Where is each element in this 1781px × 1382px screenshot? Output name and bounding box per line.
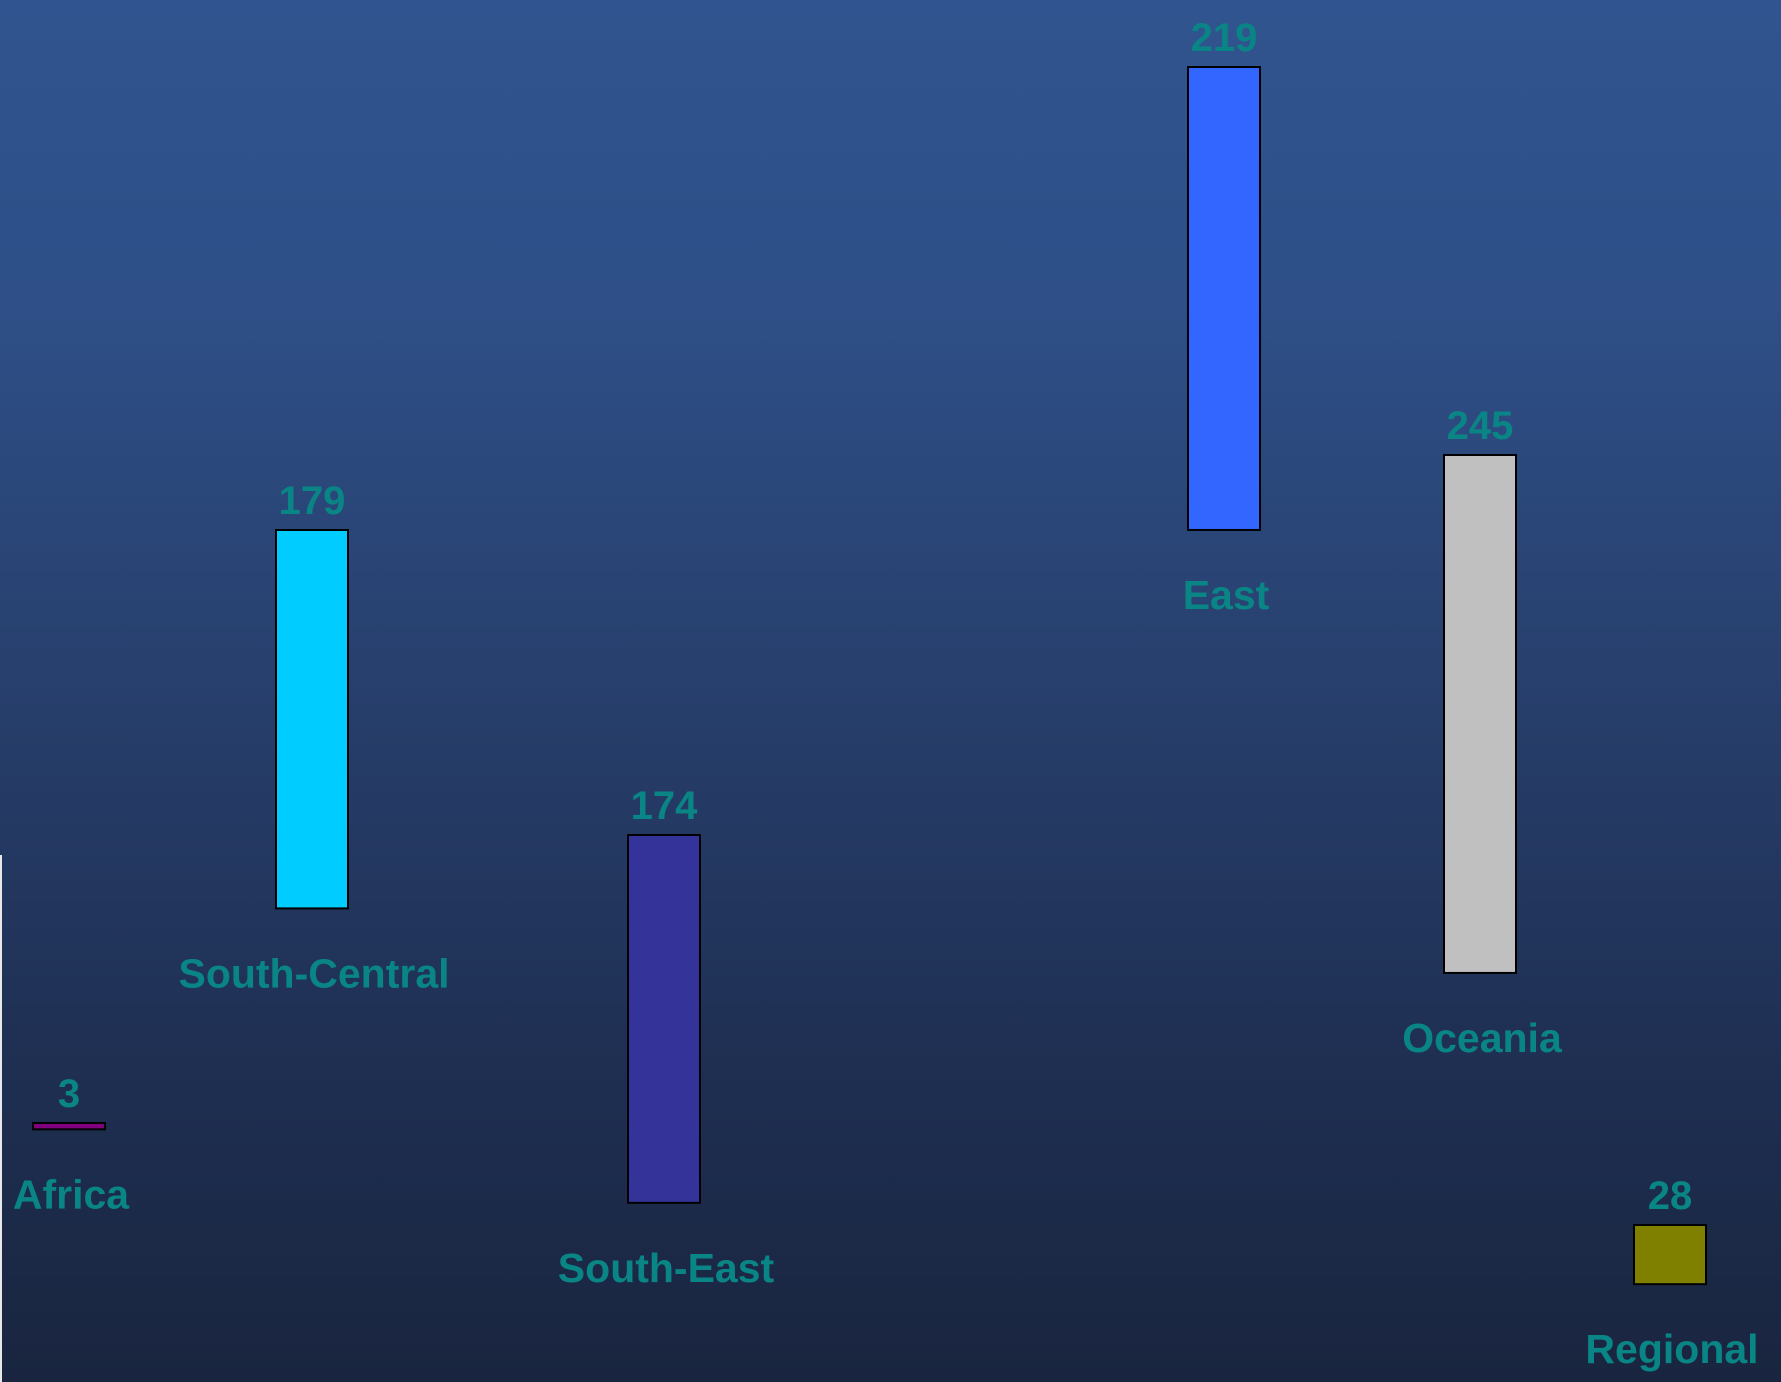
- bars-group: [32, 66, 1707, 1286]
- value-label-east: 219: [1191, 16, 1258, 60]
- bar-africa: [32, 1122, 106, 1131]
- value-label-oceania: 245: [1447, 404, 1514, 448]
- bar-east: [1187, 66, 1261, 531]
- bar-south-central: [275, 529, 349, 910]
- bar-regional: [1633, 1224, 1707, 1286]
- value-label-south-central: 179: [279, 479, 346, 523]
- bar-oceania: [1443, 454, 1517, 974]
- left-edge-strip: [0, 855, 2, 1382]
- category-labels-group: Africa South-Central South-East East Oceania…: [13, 572, 1759, 1372]
- category-label-africa: Africa: [13, 1171, 130, 1217]
- category-label-regional: Regional: [1585, 1326, 1758, 1372]
- category-label-south-east: South-East: [558, 1245, 775, 1291]
- value-label-south-east: 174: [631, 784, 698, 828]
- value-label-regional: 28: [1648, 1174, 1693, 1218]
- category-label-oceania: Oceania: [1402, 1015, 1563, 1061]
- value-label-africa: 3: [58, 1072, 80, 1116]
- category-label-east: East: [1183, 572, 1270, 618]
- bar-south-east: [627, 834, 701, 1204]
- value-labels-group: 3 179 174 219 245 28: [58, 16, 1692, 1218]
- category-label-south-central: South-Central: [178, 950, 449, 996]
